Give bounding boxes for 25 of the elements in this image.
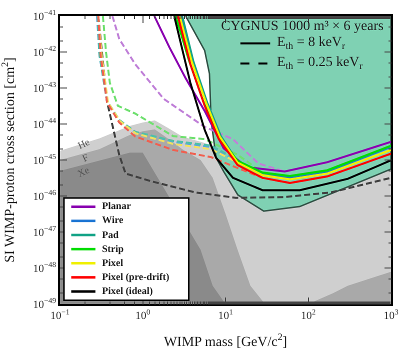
y-tick-label: 10$^{−42}$ xyxy=(33,44,56,59)
x-tick-label: 10$^{1}$ xyxy=(218,307,234,322)
x-tick-label: 10$^{3}$ xyxy=(384,307,399,322)
annotation: CYGNUS 1000 m³ × 6 years xyxy=(221,19,384,34)
legend-label: Planar xyxy=(102,201,132,212)
legend-label: Wire xyxy=(102,215,124,226)
annotation: F xyxy=(80,152,92,165)
legend-label: Pixel xyxy=(102,258,124,269)
y-tick-label: 10$^{−46}$ xyxy=(33,188,56,203)
y-tick-label: 10$^{−41}$ xyxy=(33,8,56,23)
legend-label: Pixel (ideal) xyxy=(102,286,153,297)
annotation: E$_{th}$ = 8 keV$_{r}$ xyxy=(277,35,346,52)
x-axis-title: WIMP mass [GeV/c$^{2}$] xyxy=(164,332,288,350)
x-tick-label: 10$^{0}$ xyxy=(135,307,150,322)
y-tick-label: 10$^{−45}$ xyxy=(33,152,56,167)
y-tick-label: 10$^{−48}$ xyxy=(33,260,56,275)
annotation: He xyxy=(76,136,92,152)
y-tick-label: 10$^{−44}$ xyxy=(33,116,56,131)
legend-label: Pad xyxy=(102,230,120,241)
legend-label: Pixel (pre-drift) xyxy=(102,272,170,283)
legend-label: Strip xyxy=(102,244,124,255)
x-tick-label: 10$^{2}$ xyxy=(300,307,316,322)
y-tick-label: 10$^{−43}$ xyxy=(33,80,56,95)
y-tick-label: 10$^{−47}$ xyxy=(33,224,56,239)
annotation: E$_{th}$ = 0.25 keV$_{r}$ xyxy=(277,55,364,72)
